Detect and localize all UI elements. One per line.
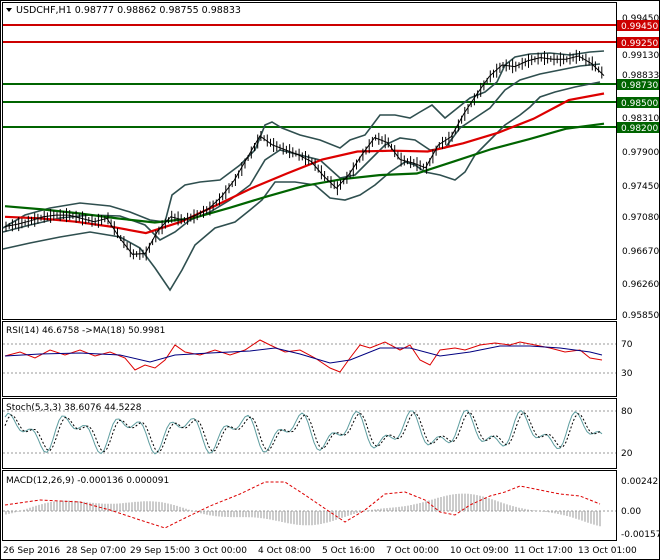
level-tag: 0.98200 xyxy=(621,124,658,134)
time-tick: 3 Oct 00:00 xyxy=(194,546,247,556)
price-panel[interactable] xyxy=(2,2,617,320)
price-axis: 0.99450 0.99130 0.98310 0.97900 0.97450 … xyxy=(622,14,659,321)
rsi-ma-line xyxy=(4,345,603,364)
price-tick: 0.99130 xyxy=(622,51,659,61)
level-tags: 0.99450 0.99250 0.98730 0.98500 0.98200 xyxy=(617,20,659,134)
time-tick: 10 Oct 09:00 xyxy=(450,546,509,556)
price-tick: 0.99450 xyxy=(622,14,659,24)
price-tick: 0.97450 xyxy=(622,182,659,192)
level-tag-bg xyxy=(617,122,659,133)
time-tick: 4 Oct 08:00 xyxy=(258,546,311,556)
stoch-lines xyxy=(4,409,603,455)
level-tag: 0.99250 xyxy=(621,39,658,49)
stoch-main-line xyxy=(4,409,603,455)
triangle-down-icon[interactable] xyxy=(6,8,12,12)
current-price-bg xyxy=(617,70,657,80)
time-tick: 29 Sep 15:00 xyxy=(130,546,190,556)
price-line xyxy=(4,55,605,255)
stoch-panel[interactable] xyxy=(2,398,617,469)
macd-histogram xyxy=(5,493,601,527)
stoch-label: Stoch(5,3,3) 38.6076 44.5228 xyxy=(6,403,142,413)
rsi-panel[interactable] xyxy=(2,321,617,397)
bollinger-lower xyxy=(2,81,601,292)
price-tick: 0.97080 xyxy=(622,213,659,223)
macd-signal xyxy=(4,481,601,529)
current-price: 0.98833 xyxy=(622,71,659,81)
rsi-tick: 70 xyxy=(621,340,633,350)
bollinger-mid xyxy=(2,63,601,241)
time-tick: 5 Oct 16:00 xyxy=(322,546,375,556)
time-tick: 11 Oct 17:00 xyxy=(514,546,573,556)
macd-label: MACD(12,26,9) -0.000136 0.000091 xyxy=(6,476,169,486)
bollinger-upper xyxy=(2,50,605,229)
time-axis: 26 Sep 2016 28 Sep 07:00 29 Sep 15:00 3 … xyxy=(3,546,637,556)
stoch-signal-line xyxy=(4,411,603,453)
time-tick: 13 Oct 01:00 xyxy=(578,546,637,556)
macd-tick: 0.002421 xyxy=(621,477,660,487)
price-tick: 0.97900 xyxy=(622,148,659,158)
level-tag-bg xyxy=(617,37,659,48)
level-tag-bg xyxy=(617,97,659,108)
level-tag: 0.98500 xyxy=(621,99,658,109)
level-tag-bg xyxy=(617,20,659,31)
macd-panel[interactable] xyxy=(2,470,617,541)
macd-tick: 0.00 xyxy=(621,507,641,517)
time-tick: 26 Sep 2016 xyxy=(3,546,60,556)
time-tick: 7 Oct 00:00 xyxy=(386,546,439,556)
bollinger-bands xyxy=(2,50,605,292)
level-tag: 0.99450 xyxy=(621,22,658,32)
stoch-tick: 20 xyxy=(621,449,633,459)
time-tick: 28 Sep 07:00 xyxy=(66,546,126,556)
stoch-tick: 80 xyxy=(621,407,633,417)
rsi-tick: 30 xyxy=(621,369,633,379)
price-series xyxy=(4,49,605,261)
macd-tick: -0.001576 xyxy=(621,530,660,540)
level-tag: 0.98730 xyxy=(621,81,658,91)
price-tick: 0.98310 xyxy=(622,114,659,124)
current-price-tag: 0.98833 xyxy=(617,70,659,81)
chart-title: USDCHF,H1 0.98777 0.98862 0.98755 0.9883… xyxy=(16,5,241,16)
rsi-label: RSI(14) 46.6758 ->MA(18) 50.9981 xyxy=(6,326,165,336)
ma-red-line xyxy=(4,92,605,235)
price-tick: 0.96260 xyxy=(622,280,659,290)
level-tag-bg xyxy=(617,79,659,90)
price-tick: 0.95850 xyxy=(622,311,659,321)
price-tick: 0.96670 xyxy=(622,247,659,257)
